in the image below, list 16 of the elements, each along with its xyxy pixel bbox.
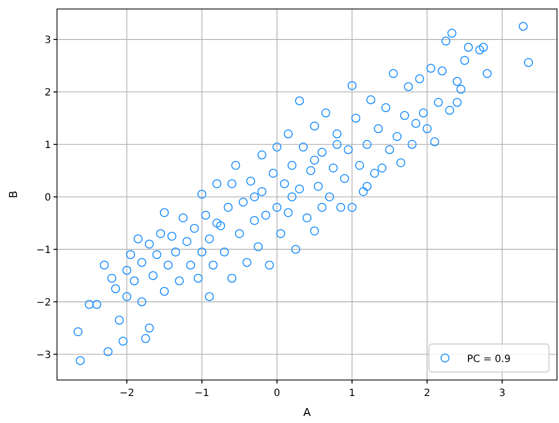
y-tick-label: 3: [44, 34, 51, 46]
x-tick-label: −2: [119, 388, 134, 399]
x-tick-label: 1: [348, 388, 356, 399]
x-tick-label: 2: [424, 388, 430, 399]
x-tick-label: 3: [499, 388, 506, 399]
x-tick-label: 0: [274, 388, 280, 399]
legend-label: PC = 0.9: [467, 354, 511, 365]
x-axis-title: A: [303, 406, 312, 419]
y-tick-label: 0: [44, 192, 51, 204]
y-tick-label: −2: [36, 297, 51, 308]
y-axis-title: B: [7, 190, 20, 198]
y-tick-label: 2: [44, 87, 51, 98]
y-tick-label: −1: [36, 244, 51, 256]
y-tick-label: 1: [44, 140, 51, 151]
x-tick-label: −1: [194, 388, 210, 399]
y-tick-label: −3: [36, 350, 51, 361]
